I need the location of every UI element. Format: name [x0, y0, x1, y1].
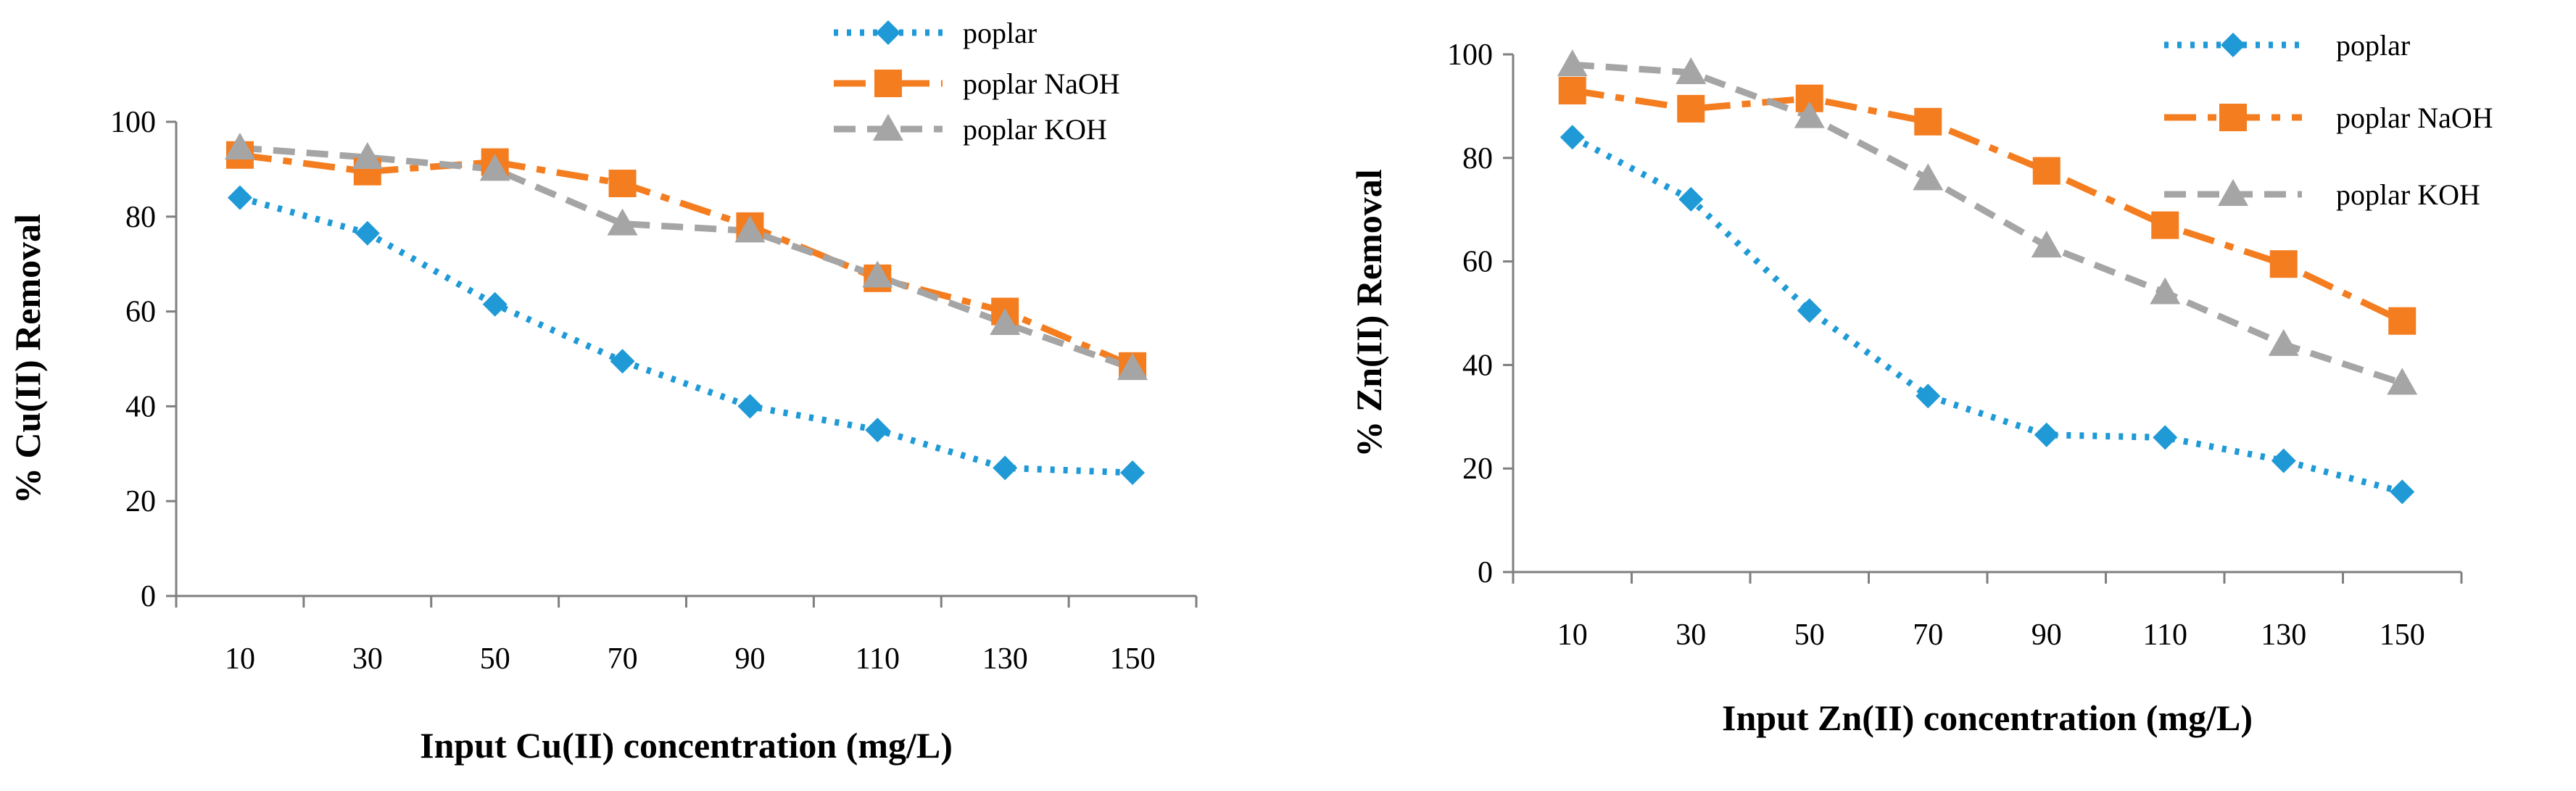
series-line-poplar-naoh: [1572, 87, 2404, 324]
x-tick-label: 70: [1913, 618, 1943, 652]
x-tick-label: 90: [734, 642, 765, 676]
data-point-poplar-koh: [2150, 277, 2181, 305]
series-line-poplar: [239, 194, 1133, 476]
data-point-poplar: [1560, 125, 1585, 150]
legend-marker: [2219, 104, 2247, 131]
legend-label: poplar: [2336, 29, 2410, 62]
x-axis-title: Input Cu(II) concentration (mg/L): [420, 725, 953, 766]
data-point-poplar: [737, 394, 763, 419]
legend-marker: [874, 70, 902, 97]
data-point-poplar-koh: [862, 260, 893, 288]
x-tick-label: 10: [225, 642, 255, 676]
data-point-poplar-koh: [1117, 353, 1148, 381]
data-point-poplar: [2390, 479, 2415, 505]
data-point-poplar-naoh: [1914, 107, 1942, 136]
x-tick-label: 110: [856, 642, 900, 676]
data-point-poplar: [1916, 384, 1941, 409]
y-tick-label: 80: [125, 201, 156, 234]
chart-zn-removal: 0 20 40 60 80 100 10 30 50 70 90 110 130 150 Input Zn(…: [1349, 29, 2493, 738]
data-point-poplar: [2034, 422, 2059, 447]
legend-label: poplar NaOH: [963, 67, 1120, 100]
data-point-poplar-koh: [2268, 328, 2299, 356]
x-tick-label: 150: [2380, 618, 2425, 652]
legend-label: poplar NaOH: [2336, 102, 2493, 134]
data-point-poplar: [2271, 448, 2296, 473]
legend-marker: [2221, 33, 2245, 57]
x-tick-label: 30: [1676, 618, 1706, 652]
data-point-poplar: [993, 455, 1018, 481]
data-point-poplar-koh: [224, 132, 255, 160]
y-tick-label: 0: [141, 580, 156, 613]
data-point-poplar: [1797, 298, 1822, 323]
data-point-poplar: [610, 349, 635, 374]
x-tick-label: 150: [1110, 642, 1156, 676]
data-point-poplar-naoh: [1558, 76, 1586, 104]
legend-marker: [873, 114, 903, 141]
y-axis-title: % Zn(II) Removal: [1349, 169, 1389, 457]
y-tick-label: 60: [1462, 246, 1493, 279]
data-point-poplar: [227, 185, 252, 210]
data-point-poplar-koh: [607, 208, 638, 236]
x-tick-label: 70: [608, 642, 638, 676]
legend: poplar poplar NaOH poplar KOH: [2164, 29, 2493, 211]
data-point-poplar-koh: [990, 307, 1021, 335]
data-point-poplar-koh: [479, 154, 510, 181]
data-point-poplar-naoh: [2032, 157, 2061, 185]
data-point-poplar-koh: [1794, 101, 1825, 128]
data-point-poplar-naoh: [1677, 94, 1705, 123]
y-tick-label: 80: [1462, 142, 1493, 175]
data-point-poplar: [865, 418, 890, 443]
legend: poplar poplar NaOH poplar KOH: [834, 17, 1120, 146]
y-tick-label: 40: [125, 390, 156, 423]
y-tick-label: 100: [110, 106, 156, 139]
chart-cu-removal: 0 20 40 60 80 100 10 30 50 70 90 110 130 150 Input Cu(…: [7, 17, 1198, 766]
legend-marker: [876, 20, 900, 45]
data-point-poplar-naoh: [2388, 307, 2416, 335]
data-point-poplar: [2153, 425, 2178, 450]
data-point-poplar-koh: [1557, 49, 1588, 77]
y-tick-label: 60: [125, 296, 156, 329]
legend-marker: [2218, 179, 2248, 206]
x-tick-label: 110: [2143, 618, 2187, 652]
series-line-poplar: [1570, 134, 2403, 495]
data-point-poplar-koh: [2031, 231, 2062, 258]
y-axis-title: % Cu(II) Removal: [7, 214, 48, 504]
x-tick-label: 50: [480, 642, 510, 676]
data-point-poplar-koh: [734, 215, 766, 243]
x-tick-label: 30: [352, 642, 383, 676]
data-point-poplar-naoh: [2269, 250, 2298, 278]
series-line-poplar-koh: [1572, 61, 2403, 386]
data-point-poplar-koh: [352, 142, 383, 170]
y-tick-label: 40: [1462, 349, 1493, 382]
x-tick-label: 50: [1794, 618, 1825, 652]
x-axis-title: Input Zn(II) concentration (mg/L): [1722, 697, 2253, 738]
y-tick-label: 100: [1447, 38, 1493, 72]
legend-label: poplar KOH: [2336, 178, 2480, 211]
data-point-poplar: [355, 220, 380, 246]
data-point-poplar-koh: [1676, 57, 1707, 84]
legend-label: poplar KOH: [963, 113, 1107, 146]
y-tick-label: 20: [1462, 452, 1493, 486]
x-tick-label: 10: [1557, 618, 1588, 652]
data-point-poplar-koh: [2387, 368, 2418, 395]
data-point-poplar-koh: [1913, 163, 1944, 191]
data-point-poplar: [1678, 186, 1704, 212]
y-tick-label: 20: [125, 485, 156, 518]
data-point-poplar-naoh: [2151, 211, 2179, 239]
x-tick-label: 90: [2032, 618, 2062, 652]
series-line-poplar-koh: [239, 144, 1134, 372]
legend-label: poplar: [963, 17, 1037, 49]
x-tick-label: 130: [2261, 618, 2306, 652]
data-point-poplar-naoh: [608, 170, 637, 198]
data-point-poplar: [482, 291, 508, 317]
x-tick-label: 130: [982, 642, 1028, 676]
y-tick-label: 0: [1478, 556, 1493, 589]
data-point-poplar: [1120, 460, 1146, 485]
series-line-poplar-naoh: [239, 152, 1134, 369]
